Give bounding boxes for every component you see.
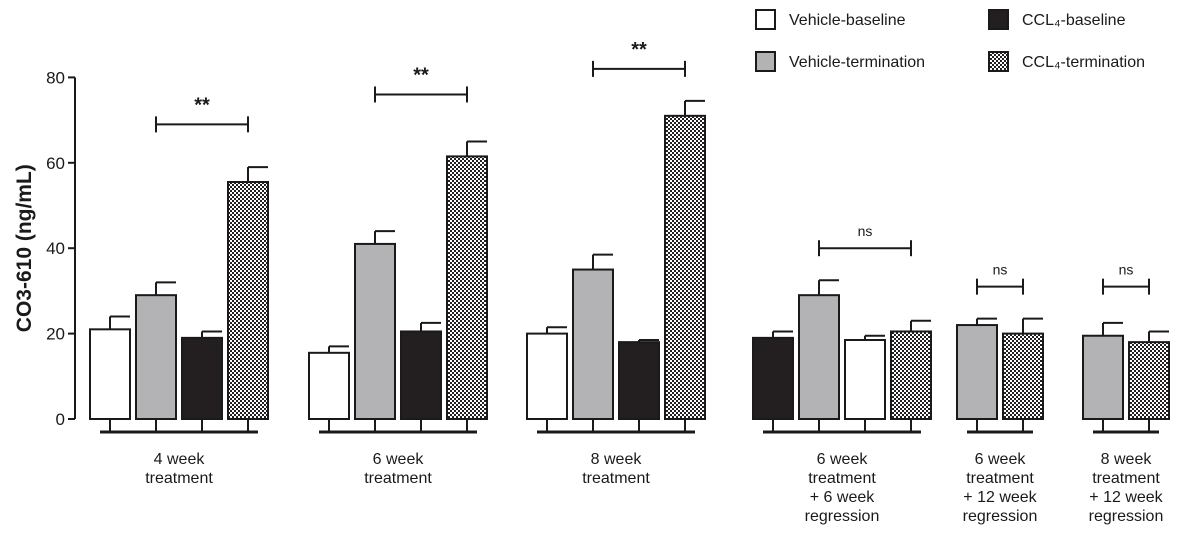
legend-label-ccl4-termination: CCL₄-termination [1022, 54, 1145, 71]
bar-vehicle-termination [572, 268, 614, 420]
category-label: treatment [582, 470, 650, 487]
category-label: regression [1089, 508, 1164, 525]
bar-ccl4-baseline [618, 341, 660, 421]
category-label: + 12 week [1089, 489, 1163, 506]
legend-swatch-ccl4-baseline [988, 9, 1009, 30]
legend-swatch-vehicle-termination [755, 51, 776, 72]
y-tick-label: 20 [46, 325, 65, 344]
category-label: treatment [1092, 470, 1160, 487]
category-label: + 6 week [810, 489, 875, 506]
bar-vehicle-termination [1082, 334, 1124, 420]
bar-vehicle-baseline [844, 339, 886, 421]
y-tick-label: 40 [46, 239, 65, 258]
bar-ccl4-baseline [752, 336, 794, 420]
y-tick-label: 60 [46, 154, 65, 173]
y-axis-label: CO3-610 (ng/mL) [13, 164, 36, 332]
bar-vehicle-termination [956, 324, 998, 420]
significance-label: ns [993, 262, 1008, 278]
significance-label: ns [858, 223, 873, 239]
legend-label-vehicle-baseline: Vehicle-baseline [789, 12, 906, 29]
category-label: 8 week [1101, 451, 1153, 468]
category-label: + 12 week [963, 489, 1037, 506]
category-label: 6 week [817, 451, 869, 468]
category-label: treatment [364, 470, 432, 487]
bar-ccl4-termination [227, 181, 269, 420]
bar-ccl4-termination [664, 114, 706, 421]
category-label: 8 week [591, 451, 643, 468]
category-label: 6 week [975, 451, 1027, 468]
bar-ccl4-termination [1002, 332, 1044, 421]
y-tick-label: 0 [56, 410, 65, 429]
y-tick-label: 80 [46, 68, 65, 87]
bar-ccl4-termination [446, 155, 488, 421]
bar-ccl4-baseline [400, 330, 442, 420]
bar-vehicle-termination [135, 294, 177, 421]
category-label: treatment [145, 470, 213, 487]
legend-swatch-ccl4-termination [988, 51, 1009, 72]
bar-vehicle-baseline [89, 328, 131, 420]
significance-label: ns [1119, 262, 1134, 278]
bar-ccl4-termination [890, 330, 932, 420]
category-label: 6 week [373, 451, 425, 468]
significance-label: ** [631, 39, 647, 61]
significance-label: ** [413, 64, 429, 86]
category-label: treatment [808, 470, 876, 487]
bar-vehicle-baseline [526, 332, 568, 421]
category-label: regression [805, 508, 880, 525]
significance-label: ** [194, 94, 210, 116]
legend-label-vehicle-termination: Vehicle-termination [789, 54, 925, 71]
bar-vehicle-baseline [308, 351, 350, 420]
bar-vehicle-termination [354, 242, 396, 420]
bar-ccl4-baseline [181, 336, 223, 420]
category-label: 4 week [154, 451, 206, 468]
bar-ccl4-termination [1128, 341, 1170, 421]
legend-swatch-vehicle-baseline [755, 9, 776, 30]
category-label: treatment [966, 470, 1034, 487]
category-label: regression [963, 508, 1038, 525]
legend-label-ccl4-baseline: CCL₄-baseline [1022, 12, 1126, 29]
bar-vehicle-termination [798, 294, 840, 421]
